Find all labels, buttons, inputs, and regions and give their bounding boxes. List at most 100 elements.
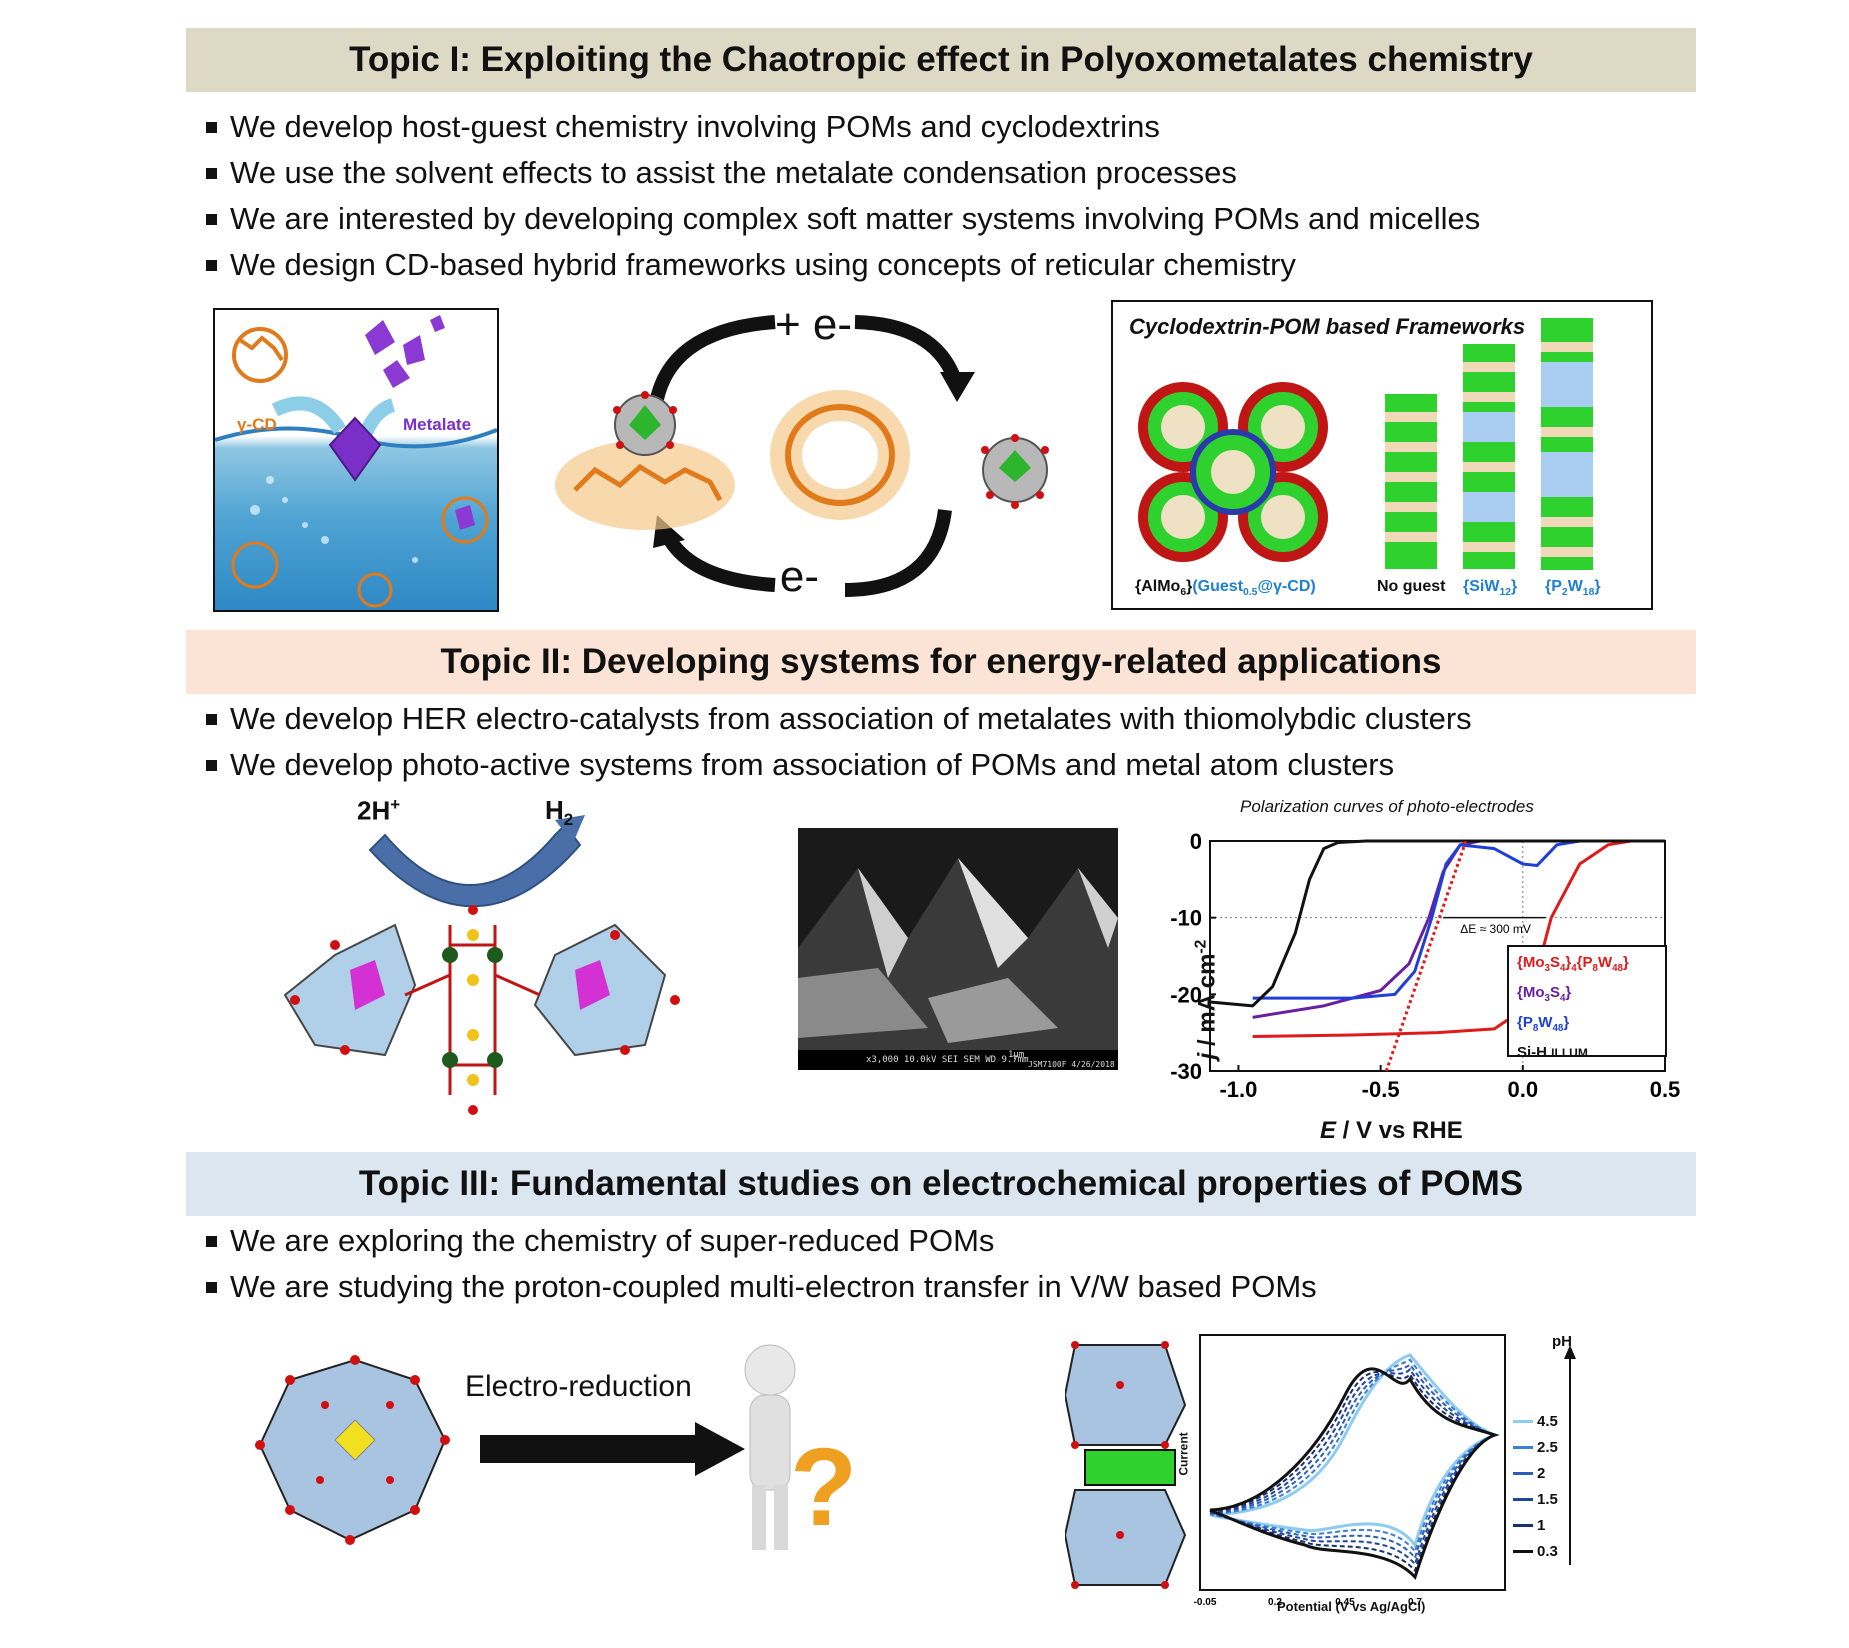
fw-label-1a-sub: 6 — [1180, 587, 1187, 599]
y-tick-label: -30 — [1170, 1059, 1202, 1084]
cv-legend-swatch — [1513, 1549, 1533, 1553]
redox-cycle-panel: + e- - e- — [545, 300, 1085, 600]
pom-right-icon — [533, 923, 667, 1057]
curved-arrow-icon — [368, 823, 582, 908]
cv-legend-item: 1.5 — [1513, 1486, 1583, 1512]
column-p2w18-icon — [1541, 318, 1593, 570]
reduction-arrow-shaft — [480, 1435, 695, 1463]
cv-legend-label: 1.5 — [1537, 1490, 1558, 1508]
legend-box: {Mo3S4}4{P8W48} {Mo3S4} {P8W48} Si-H ILL… — [1507, 945, 1667, 1061]
flower-framework-icon — [1138, 382, 1328, 562]
electro-reduction-label: Electro-reduction — [465, 1370, 692, 1403]
redox-cycle-illustration — [555, 315, 1049, 597]
cv-frame — [1199, 1334, 1506, 1591]
legend-item: Si-H ILLUM — [1517, 1044, 1588, 1061]
bullet: We develop photo-active systems from ass… — [200, 742, 1472, 788]
fw-label-5-sub2: 18 — [1582, 587, 1595, 599]
topic-3-title-bar: Topic III: Fundamental studies on electr… — [186, 1152, 1696, 1216]
fw-label-p2w18: {P2W18} — [1545, 578, 1601, 598]
fw-label-5c: } — [1594, 578, 1601, 595]
sem-pyramids-illustration — [798, 858, 1118, 1050]
cv-x-tick-label: -0.05 — [1194, 1597, 1217, 1608]
cv-legend-label: 4.5 — [1537, 1412, 1558, 1430]
cv-legend-swatch — [1513, 1419, 1533, 1423]
cv-legend-swatch — [1513, 1497, 1533, 1501]
fw-label-4b: } — [1511, 578, 1518, 595]
fw-label-4-sub: 12 — [1499, 587, 1512, 599]
x-tick-label: 0.0 — [1508, 1077, 1539, 1102]
legend-item: {Mo3S4}4{P8W48} — [1517, 954, 1629, 974]
topic-1-title: Topic I: Exploiting the Chaotropic effec… — [349, 40, 1533, 79]
chart-title: Polarization curves of photo-electrodes — [1240, 797, 1534, 816]
sem-info: x3,000 10.0kV SEI SEM WD 9.7mm — [866, 1055, 1029, 1065]
cv-legend-item: 2 — [1513, 1460, 1583, 1486]
topic-2-bullets: We develop HER electro-catalysts from as… — [200, 696, 1472, 788]
x-axis-label: E / V vs RHE — [1320, 1117, 1463, 1144]
bullet: We are interested by developing complex … — [200, 196, 1480, 242]
cv-legend-swatch — [1513, 1523, 1533, 1527]
topic-1-bullets: We develop host-guest chemistry involvin… — [200, 104, 1480, 288]
cv-legend-label: 2 — [1537, 1464, 1546, 1482]
her-catalyst-panel: 2H+ H2 — [255, 795, 705, 1130]
fw-label-1a: {AlMo — [1135, 578, 1181, 595]
electro-reduction-illustration: ? — [255, 1344, 857, 1550]
product-label: H2 — [545, 795, 573, 830]
polarization-chart: Polarization curves of photo-electrodes … — [1150, 795, 1710, 1145]
x-tick-label: -0.5 — [1362, 1077, 1400, 1102]
micelle-icon — [231, 496, 489, 608]
fw-label-5b: W — [1567, 578, 1583, 595]
product-sub: 2 — [563, 810, 574, 830]
cv-legend-label: 1 — [1537, 1516, 1546, 1534]
metalate-octahedron-icon — [328, 416, 382, 482]
fw-label-1b: } — [1186, 578, 1193, 595]
cv-x-tick-label: 0.7 — [1408, 1597, 1422, 1608]
thiomolybdic-cluster-icon — [404, 925, 541, 1095]
cv-illustration: -0.05 0.2 0.45 0.7 — [1065, 1334, 1576, 1608]
frameworks-title: Cyclodextrin-POM based Frameworks — [1129, 314, 1526, 339]
y-axis-label: j / mA cm-2 — [1192, 939, 1221, 1060]
reactant-sup: + — [390, 795, 401, 814]
topic-1-title-bar: Topic I: Exploiting the Chaotropic effec… — [186, 28, 1696, 92]
cv-curve — [1209, 1363, 1499, 1560]
cv-legend-label: 2.5 — [1537, 1438, 1558, 1456]
cd-torus-left-icon — [555, 440, 735, 530]
cv-legend-item: 2.5 — [1513, 1434, 1583, 1460]
topic-2-title-bar: Topic II: Developing systems for energy-… — [186, 630, 1696, 694]
fw-label-no-guest: No guest — [1377, 578, 1446, 595]
frameworks-illustration — [1138, 318, 1593, 570]
cv-legend-swatch — [1513, 1445, 1533, 1449]
legend-item: {P8W48} — [1517, 1014, 1570, 1034]
fw-label-1: {AlMo6}(Guest0.5@γ-CD) — [1135, 578, 1316, 598]
cv-legend-item: 0.3 — [1513, 1538, 1583, 1564]
delta-e-label: ΔE ≈ 300 mV — [1460, 922, 1531, 936]
pom-left-icon — [283, 923, 417, 1057]
series-line — [1252, 839, 1665, 1000]
frameworks-panel: Cyclodextrin-POM based Frameworks — [1111, 300, 1653, 610]
thinking-person-icon — [744, 1344, 796, 1550]
water-illustration — [215, 315, 497, 608]
fw-label-2a: (Guest — [1192, 578, 1244, 595]
metalate-crystals-icon — [365, 315, 445, 388]
cv-x-tick-label: 0.45 — [1335, 1597, 1355, 1608]
cv-legend: 4.5 2.5 2 1.5 1 0.3 — [1513, 1408, 1583, 1564]
fw-label-5-sub1: 2 — [1561, 587, 1568, 599]
bullet: We develop HER electro-catalysts from as… — [200, 696, 1472, 742]
cv-legend-title: pH — [1552, 1333, 1572, 1350]
fw-label-2b: @γ-CD) — [1257, 578, 1316, 595]
pom-cluster-right-icon — [981, 434, 1049, 509]
tafel-extrapolation-line — [1384, 840, 1468, 1072]
topic-3-title: Topic III: Fundamental studies on electr… — [358, 1164, 1524, 1203]
fw-label-siw12: {SiW12} — [1463, 578, 1517, 598]
cv-x-tick-label: 0.2 — [1268, 1597, 1282, 1608]
x-tick-label: 0.5 — [1650, 1077, 1681, 1102]
sem-scale: 1μm — [1008, 1050, 1025, 1060]
cd-molecule-icon — [232, 327, 288, 383]
reduction-label: + e- — [775, 300, 853, 349]
reactant-text: 2H — [357, 795, 391, 826]
keggin-pom-icon — [255, 1355, 450, 1545]
pom-cluster-left-icon — [613, 391, 677, 456]
oxidation-label: - e- — [753, 552, 819, 600]
y-tick-label: -20 — [1170, 982, 1202, 1007]
cd-torus-right-icon — [770, 390, 910, 520]
sem-info-bar: x3,000 10.0kV SEI SEM WD 9.7mm — [798, 1050, 1118, 1070]
